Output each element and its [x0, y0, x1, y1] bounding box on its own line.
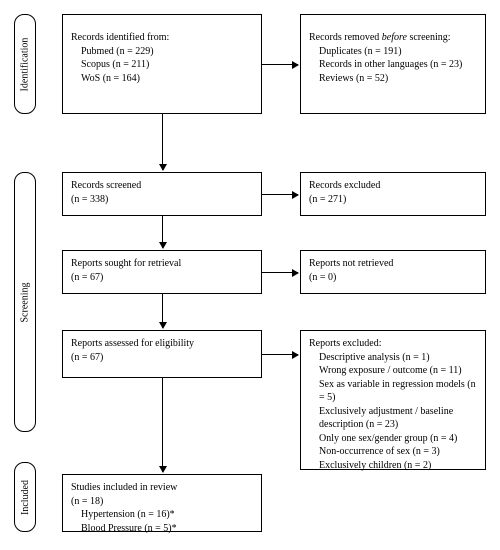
box-line: Scopus (n = 211) — [71, 58, 253, 72]
box-line: (n = 338) — [71, 193, 253, 207]
box-title: Records identified from: — [71, 31, 253, 45]
box-title: Reports excluded: — [309, 337, 477, 351]
box-assessed: Reports assessed for eligibility (n = 67… — [62, 330, 262, 378]
box-line: WoS (n = 164) — [71, 72, 253, 86]
box-line: Exclusively adjustment / baseline descri… — [309, 405, 477, 432]
arrow-down-icon — [162, 114, 163, 170]
box-line: Non-occurrence of sex (n = 3) — [309, 445, 477, 459]
box-removed: Records removed before screening: Duplic… — [300, 14, 486, 114]
arrow-right-icon — [262, 194, 298, 195]
arrow-down-icon — [162, 216, 163, 248]
box-excluded-screened: Records excluded (n = 271) — [300, 172, 486, 216]
box-screened: Records screened (n = 338) — [62, 172, 262, 216]
stage-label: Included — [20, 480, 31, 515]
stage-label: Screening — [20, 282, 31, 322]
box-line: (n = 67) — [71, 271, 253, 285]
box-line: Wrong exposure / outcome (n = 11) — [309, 364, 477, 378]
box-line: Records screened — [71, 179, 253, 193]
box-line: (n = 271) — [309, 193, 477, 207]
stage-screening: Screening — [14, 172, 36, 432]
box-not-retrieved: Reports not retrieved (n = 0) — [300, 250, 486, 294]
arrow-down-icon — [162, 378, 163, 472]
box-line: Reports sought for retrieval — [71, 257, 253, 271]
box-line: Duplicates (n = 191) — [309, 45, 477, 59]
arrow-down-icon — [162, 294, 163, 328]
box-line: Reviews (n = 52) — [309, 72, 477, 86]
box-line: Exclusively children (n = 2) — [309, 459, 477, 473]
box-included: Studies included in review (n = 18) Hype… — [62, 474, 262, 532]
box-line: Sex as variable in regression models (n … — [309, 378, 477, 405]
arrow-right-icon — [262, 272, 298, 273]
box-line: Reports not retrieved — [309, 257, 477, 271]
box-excluded-assessed: Reports excluded: Descriptive analysis (… — [300, 330, 486, 470]
box-line: Blood Pressure (n = 5)* — [71, 522, 253, 536]
arrow-right-icon — [262, 64, 298, 65]
box-title: Records removed before screening: — [309, 31, 477, 45]
box-line: Pubmed (n = 229) — [71, 45, 253, 59]
box-line: (n = 18) — [71, 495, 253, 509]
box-line: Only one sex/gender group (n = 4) — [309, 432, 477, 446]
box-line: Hypertension (n = 16)* — [71, 508, 253, 522]
box-line: Records excluded — [309, 179, 477, 193]
box-identified: Records identified from: Pubmed (n = 229… — [62, 14, 262, 114]
stage-label: Identification — [20, 37, 31, 91]
box-line: Studies included in review — [71, 481, 253, 495]
box-line: Descriptive analysis (n = 1) — [309, 351, 477, 365]
box-line: Records in other languages (n = 23) — [309, 58, 477, 72]
prisma-flowchart: Identification Screening Included Record… — [14, 14, 486, 536]
box-line: Reports assessed for eligibility — [71, 337, 253, 351]
stage-included: Included — [14, 462, 36, 532]
arrow-right-icon — [262, 354, 298, 355]
box-line: (n = 0) — [309, 271, 477, 285]
box-sought: Reports sought for retrieval (n = 67) — [62, 250, 262, 294]
box-line: (n = 67) — [71, 351, 253, 365]
stage-identification: Identification — [14, 14, 36, 114]
